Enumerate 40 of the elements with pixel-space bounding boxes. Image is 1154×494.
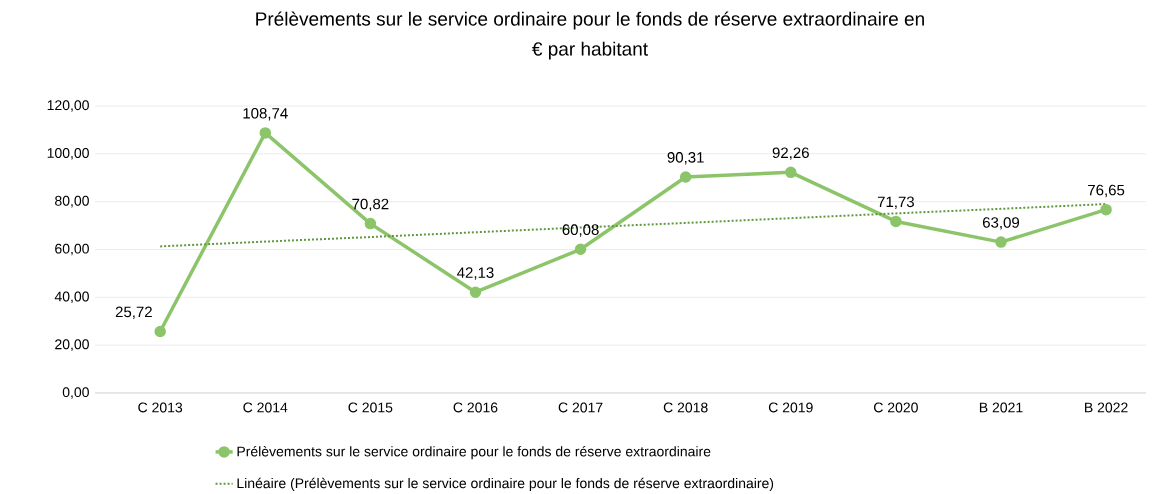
data-label: 63,09 — [982, 217, 1020, 230]
point — [679, 171, 692, 183]
point — [785, 166, 797, 179]
data-label: 76,65 — [1088, 184, 1125, 198]
x-tick-label: B 2022 — [1085, 402, 1128, 413]
data-label: 71,73 — [877, 196, 914, 210]
y-tick-label: 60,00 — [55, 243, 89, 256]
y-tick-label: 100,00 — [47, 148, 89, 160]
x-tick-label: C 2013 — [138, 402, 183, 413]
data-label: 42,13 — [457, 267, 494, 280]
x-tick-label: C 2015 — [348, 402, 393, 413]
point — [1100, 204, 1112, 216]
point — [154, 325, 166, 338]
data-label: 60,08 — [562, 224, 599, 237]
point — [469, 286, 482, 299]
y-tick-label: 40,00 — [54, 291, 89, 304]
point — [364, 218, 377, 230]
x-tick-label: C 2014 — [243, 402, 288, 413]
y-tick-label: 80,00 — [55, 196, 89, 208]
x-tick-label: B 2021 — [979, 402, 1023, 413]
legend-label: Linéaire (Prélèvements sur le service ordinaire pour le fonds de réserve extraordinaire) — [237, 477, 774, 492]
point — [890, 215, 902, 228]
data-label: 92,26 — [772, 147, 809, 160]
x-tick-label: C 2019 — [768, 402, 813, 413]
data-label: 25,72 — [115, 306, 152, 320]
x-tick-label: C 2017 — [558, 402, 603, 413]
x-tick-label: C 2020 — [874, 402, 918, 413]
data-label: 90,31 — [667, 152, 704, 165]
chart-title: Prélèvements sur le service ordinaire pour le fonds de réserve extraordinaire en € par habitant — [256, 11, 924, 60]
point — [995, 236, 1007, 249]
y-tick-label: 0,00 — [62, 387, 89, 399]
legend-label: Prélèvements sur le service ordinaire pour le fonds de réserve extraordinaire — [237, 446, 711, 460]
data-label: 108,74 — [243, 108, 288, 121]
x-tick-label: C 2016 — [453, 402, 498, 413]
point — [574, 243, 587, 256]
data-label: 70,82 — [352, 198, 389, 212]
point — [259, 127, 272, 139]
y-tick-label: 20,00 — [55, 339, 89, 352]
y-tick-label: 120,00 — [47, 100, 89, 112]
x-tick-label: C 2018 — [663, 402, 708, 413]
